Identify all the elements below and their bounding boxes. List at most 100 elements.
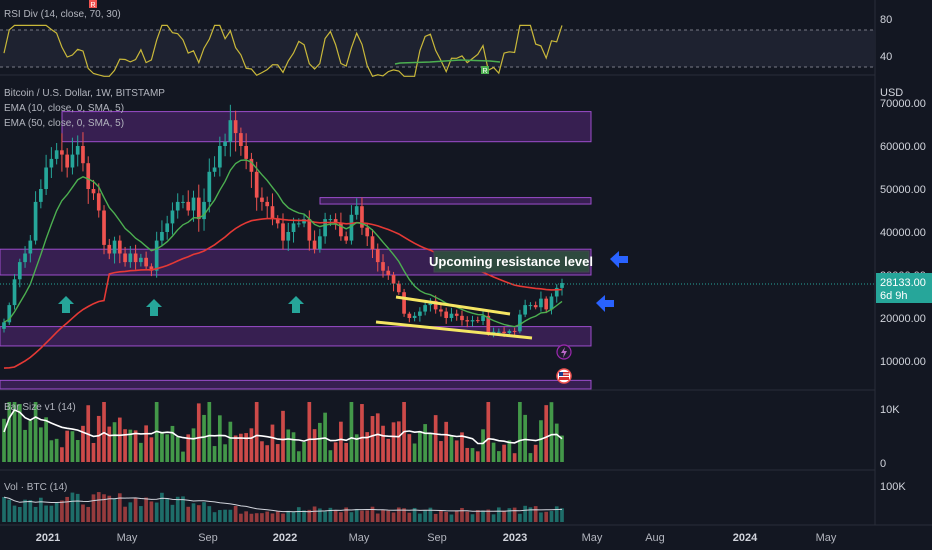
- barsize-bar: [186, 434, 191, 462]
- volume-bar: [465, 511, 470, 522]
- barsize-bar: [7, 402, 12, 462]
- candle: [175, 201, 180, 211]
- volume-bar: [528, 507, 533, 522]
- price-tick: 40000.00: [880, 227, 926, 239]
- volume-bar: [91, 494, 96, 522]
- us-flag-canton: [559, 372, 563, 376]
- resistance-zone[interactable]: [0, 326, 592, 347]
- volume-bar: [507, 508, 512, 522]
- arrow-left-icon: [596, 295, 614, 312]
- trendline-upper[interactable]: [395, 295, 511, 316]
- volume-bar: [418, 513, 422, 522]
- barsize-bar: [502, 444, 506, 462]
- candle: [239, 133, 243, 146]
- rsi-badge-bottom: R: [482, 68, 487, 75]
- annotation-box[interactable]: [433, 250, 590, 273]
- volume-bar: [391, 512, 396, 522]
- barsize-bar: [260, 441, 264, 462]
- barsize-bar: [365, 432, 370, 462]
- barsize-bar: [223, 444, 227, 462]
- barsize-bar: [339, 421, 343, 462]
- candle: [86, 163, 91, 189]
- barsize-bar: [533, 444, 538, 462]
- volume-bar: [428, 507, 433, 522]
- volume-bar: [386, 510, 391, 522]
- trendline-lower[interactable]: [375, 320, 533, 340]
- volume-bar: [560, 508, 564, 522]
- volume-bar: [165, 498, 170, 522]
- price-tick: 60000.00: [880, 141, 926, 153]
- volume-bar: [328, 507, 333, 522]
- ema10-legend[interactable]: EMA (10, close, 0, SMA, 5): [4, 103, 124, 114]
- volume-bar: [65, 496, 70, 522]
- resistance-zone[interactable]: [319, 197, 592, 205]
- volume-bar: [212, 512, 217, 522]
- candle: [381, 262, 385, 271]
- symbol-title[interactable]: Bitcoin / U.S. Dollar, 1W, BITSTAMP: [4, 88, 165, 99]
- volume-bar: [139, 506, 143, 522]
- rsi-divergence-badge-bull: [481, 66, 489, 74]
- volume-bar: [239, 513, 243, 522]
- volume-bar: [333, 510, 338, 522]
- volume-bar: [486, 509, 491, 522]
- volume-bar: [170, 504, 175, 522]
- price-tick: 10000.00: [880, 356, 926, 368]
- candle: [249, 158, 254, 172]
- candle: [523, 305, 527, 315]
- barsize-bar: [318, 422, 322, 462]
- candle: [228, 120, 233, 142]
- barsize-bar: [160, 431, 164, 462]
- candle: [65, 154, 70, 168]
- candle: [12, 279, 17, 306]
- candle: [460, 315, 464, 321]
- candle: [181, 201, 185, 203]
- resistance-zone[interactable]: [61, 111, 592, 143]
- volume-bar: [123, 506, 127, 522]
- candle: [217, 146, 222, 168]
- ema50-legend[interactable]: EMA (50, close, 0, SMA, 5): [4, 118, 124, 129]
- arrow-left-icon: [610, 251, 628, 268]
- volume-bar: [249, 513, 254, 522]
- candle: [170, 210, 175, 224]
- time-tick: May: [117, 532, 138, 544]
- candle: [17, 262, 22, 280]
- candle: [502, 331, 506, 334]
- candle: [386, 270, 391, 275]
- barsize-legend[interactable]: Bar Size v1 (14): [4, 402, 76, 413]
- barsize-bar: [418, 430, 422, 462]
- currency-label[interactable]: USD: [880, 87, 903, 99]
- barsize-bar: [2, 418, 6, 462]
- candle: [265, 201, 270, 207]
- barsize-bar: [107, 426, 112, 462]
- barsize-pane: Bar Size v1 (14) 10K 0: [2, 402, 900, 470]
- volume-bar: [281, 513, 285, 522]
- barsize-bar: [349, 402, 354, 462]
- volume-bar: [112, 498, 117, 522]
- barsize-bar: [296, 451, 301, 462]
- volume-bar: [439, 510, 443, 522]
- time-tick: 2021: [36, 532, 60, 544]
- volume-bar: [491, 514, 496, 522]
- candle: [433, 300, 438, 310]
- volume-bar: [307, 509, 312, 522]
- barsize-bar: [91, 442, 96, 462]
- barsize-bar: [181, 451, 185, 462]
- volume-legend[interactable]: Vol · BTC (14): [4, 482, 67, 493]
- time-axis: 2021 May Sep 2022 May Sep 2023 May Aug 2024 May: [36, 532, 837, 544]
- volume-bar: [128, 502, 133, 522]
- volume-bar: [39, 497, 43, 522]
- candle: [54, 150, 59, 159]
- rsi-pane: R R RSI Div (14, close, 70, 30) 80 40: [0, 0, 892, 78]
- candle: [44, 167, 48, 189]
- candle: [302, 219, 306, 224]
- resistance-zone[interactable]: [0, 379, 592, 390]
- volume-bar: [291, 511, 296, 522]
- candle: [491, 331, 496, 334]
- volume-bar: [402, 508, 406, 522]
- candle: [439, 309, 443, 312]
- candle: [2, 322, 6, 329]
- candle: [128, 253, 133, 263]
- candle: [312, 240, 317, 250]
- volume-bar: [260, 513, 264, 522]
